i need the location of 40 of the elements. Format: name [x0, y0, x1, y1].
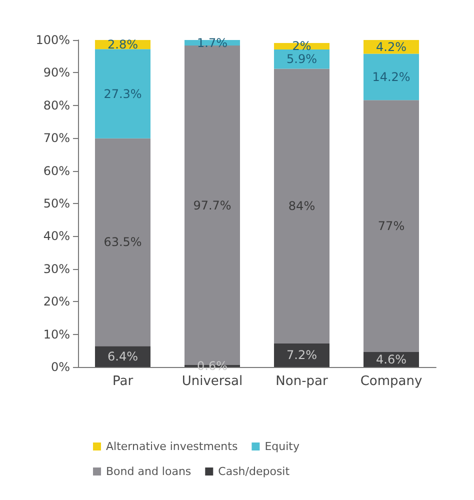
bar — [95, 346, 150, 367]
y-tick-label: 10% — [43, 327, 70, 342]
bar — [274, 68, 330, 344]
y-tick-label: 30% — [43, 262, 70, 276]
x-tick-label: Universal — [182, 374, 243, 389]
data-label: 4.6% — [376, 352, 406, 366]
data-label: 6.4% — [108, 350, 138, 364]
bar — [364, 100, 419, 352]
data-label: 14.2% — [372, 70, 410, 84]
data-label: 7.2% — [286, 348, 317, 362]
y-tick-label: 0% — [50, 360, 70, 374]
data-label: 77% — [378, 219, 405, 234]
x-tick-label: Par — [112, 374, 134, 389]
y-tick-label: 60% — [43, 164, 70, 178]
y-tick-label: 20% — [43, 294, 70, 309]
data-label: 97.7% — [193, 198, 232, 212]
data-label: 27.3% — [104, 86, 142, 101]
data-label: 84% — [288, 199, 316, 214]
data-label: 5.9% — [286, 52, 317, 66]
bar — [95, 138, 150, 346]
bar — [274, 343, 330, 367]
data-label: 4.2% — [376, 40, 406, 54]
y-tick-label: 100% — [36, 33, 70, 47]
legend-label: Equity — [264, 440, 300, 453]
bar — [364, 54, 419, 100]
x-tick-label: Company — [360, 374, 422, 389]
data-label: 2% — [292, 39, 312, 54]
x-tick-label: Non-par — [276, 374, 328, 389]
bar — [95, 49, 150, 138]
data-label: 63.5% — [104, 235, 142, 250]
y-tick-label: 90% — [43, 66, 70, 80]
y-tick-label: 40% — [43, 229, 70, 244]
y-tick-label: 80% — [43, 98, 70, 112]
data-label: 0.6% — [197, 359, 228, 374]
legend-label: Bond and loans — [106, 465, 192, 478]
legend-label: Cash/deposit — [218, 465, 290, 478]
y-tick-label: 50% — [43, 196, 70, 210]
legend-label: Alternative investments — [106, 440, 238, 453]
data-label: 2.8% — [108, 38, 138, 52]
y-tick-label: 70% — [43, 131, 70, 146]
